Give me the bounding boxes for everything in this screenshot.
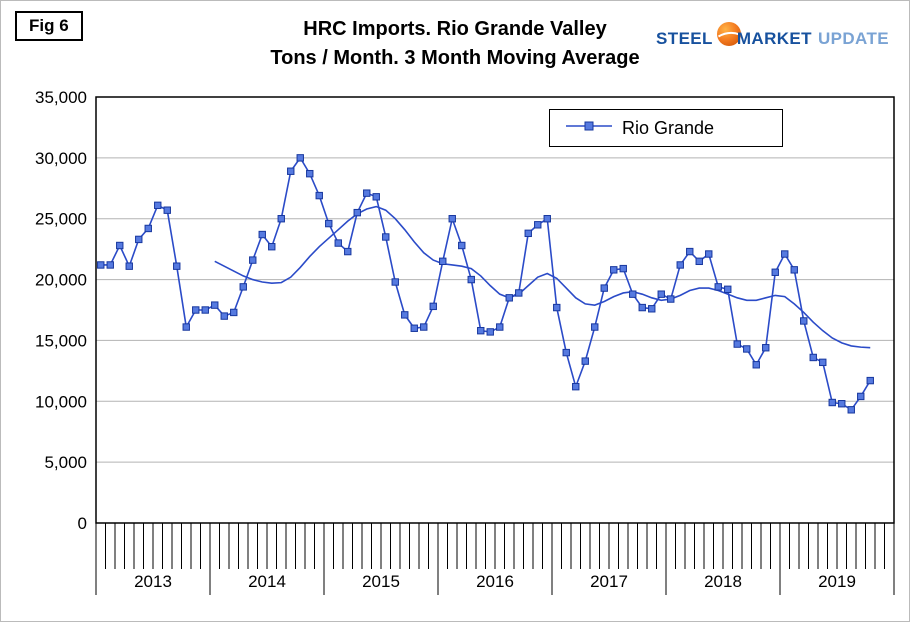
- legend-line-marker-icon: [566, 119, 612, 137]
- fig-label: Fig 6: [15, 11, 83, 41]
- logo-globe-icon: [716, 21, 742, 52]
- steel-market-update-logo: STEEL MARKET UPDATE: [656, 21, 889, 54]
- svg-text:15,000: 15,000: [35, 331, 87, 350]
- svg-text:2018: 2018: [704, 572, 742, 591]
- svg-text:25,000: 25,000: [35, 210, 87, 229]
- svg-text:2013: 2013: [134, 572, 172, 591]
- svg-text:30,000: 30,000: [35, 149, 87, 168]
- svg-text:2014: 2014: [248, 572, 286, 591]
- svg-text:2015: 2015: [362, 572, 400, 591]
- svg-text:35,000: 35,000: [35, 88, 87, 107]
- logo-market-text: MARKET: [736, 28, 812, 48]
- chart-title-line2: Tons / Month. 3 Month Moving Average: [270, 47, 640, 69]
- logo-update-text: UPDATE: [817, 28, 889, 48]
- chart-title-line1: HRC Imports. Rio Grande Valley: [303, 18, 607, 40]
- svg-text:0: 0: [78, 514, 87, 533]
- svg-text:20,000: 20,000: [35, 271, 87, 290]
- legend-label: Rio Grande: [622, 117, 715, 138]
- svg-text:2017: 2017: [590, 572, 628, 591]
- svg-text:5,000: 5,000: [44, 453, 87, 472]
- chart-title: HRC Imports. Rio Grande Valley Tons / Mo…: [1, 15, 909, 73]
- svg-text:10,000: 10,000: [35, 392, 87, 411]
- svg-text:2016: 2016: [476, 572, 514, 591]
- logo-steel-text: STEEL: [656, 28, 713, 48]
- svg-text:2019: 2019: [818, 572, 856, 591]
- legend-box: Rio Grande: [549, 109, 783, 147]
